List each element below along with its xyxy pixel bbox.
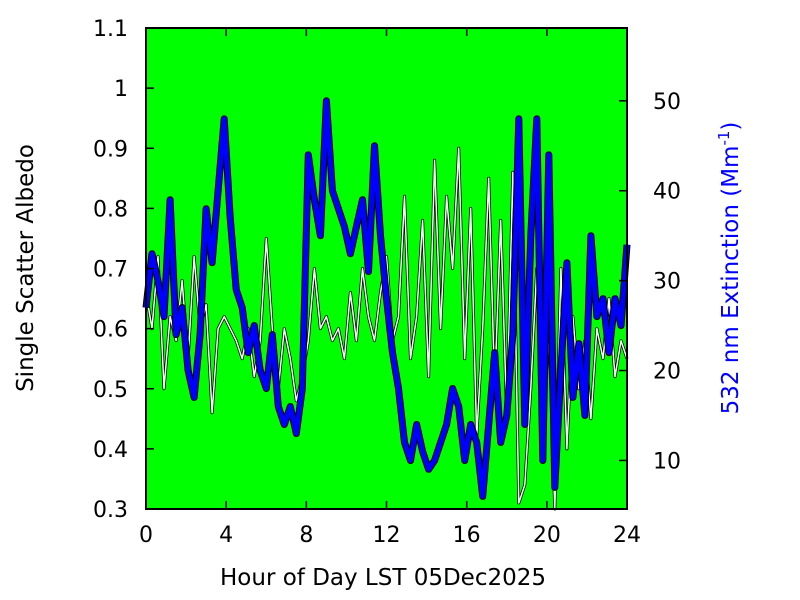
x-tick-label-12: 12	[373, 523, 401, 548]
right-axis-title-tail: )	[718, 122, 744, 131]
y-tick-label-0.6: 0.6	[93, 318, 128, 343]
y-tick-label-0.7: 0.7	[93, 258, 128, 283]
y-tick-label-1: 1	[114, 77, 128, 102]
series-layer	[142, 97, 631, 511]
extinction-series-line	[143, 98, 630, 499]
y2-tick-label-50: 50	[653, 90, 681, 115]
x-tick-label-4: 4	[219, 523, 233, 548]
y2-tick-label-20: 20	[653, 360, 681, 385]
x-tick-label-16: 16	[453, 523, 481, 548]
x-tick-label-0: 0	[139, 523, 153, 548]
right-axis-title: 532 nm Extinction (Mm-1)	[715, 122, 744, 415]
x-tick-label-8: 8	[299, 523, 313, 548]
y-tick-label-1.1: 1.1	[93, 17, 128, 42]
ticks-layer: 0 4 8 12 16 20 24 0.3 0.4 0.5 0.6 0.7 0.8 0.9 1 1.1 10 20…	[93, 17, 681, 548]
y2-tick-label-40: 40	[653, 180, 681, 205]
y-tick-label-0.8: 0.8	[93, 197, 128, 222]
y-tick-label-0.3: 0.3	[93, 498, 128, 523]
y-tick-label-0.9: 0.9	[93, 137, 128, 162]
right-axis-title-sup: -1	[715, 131, 733, 146]
x-tick-label-20: 20	[533, 523, 561, 548]
y-tick-label-0.5: 0.5	[93, 378, 128, 403]
x-axis-title: Hour of Day LST 05Dec2025	[220, 565, 546, 591]
y-tick-label-0.4: 0.4	[93, 438, 128, 463]
x-tick-label-24: 24	[613, 523, 641, 548]
right-axis-title-main: 532 nm Extinction (Mm	[718, 146, 744, 415]
left-axis-title: Single Scatter Albedo	[13, 144, 39, 392]
y2-tick-label-30: 30	[653, 270, 681, 295]
y2-tick-label-10: 10	[653, 449, 681, 474]
